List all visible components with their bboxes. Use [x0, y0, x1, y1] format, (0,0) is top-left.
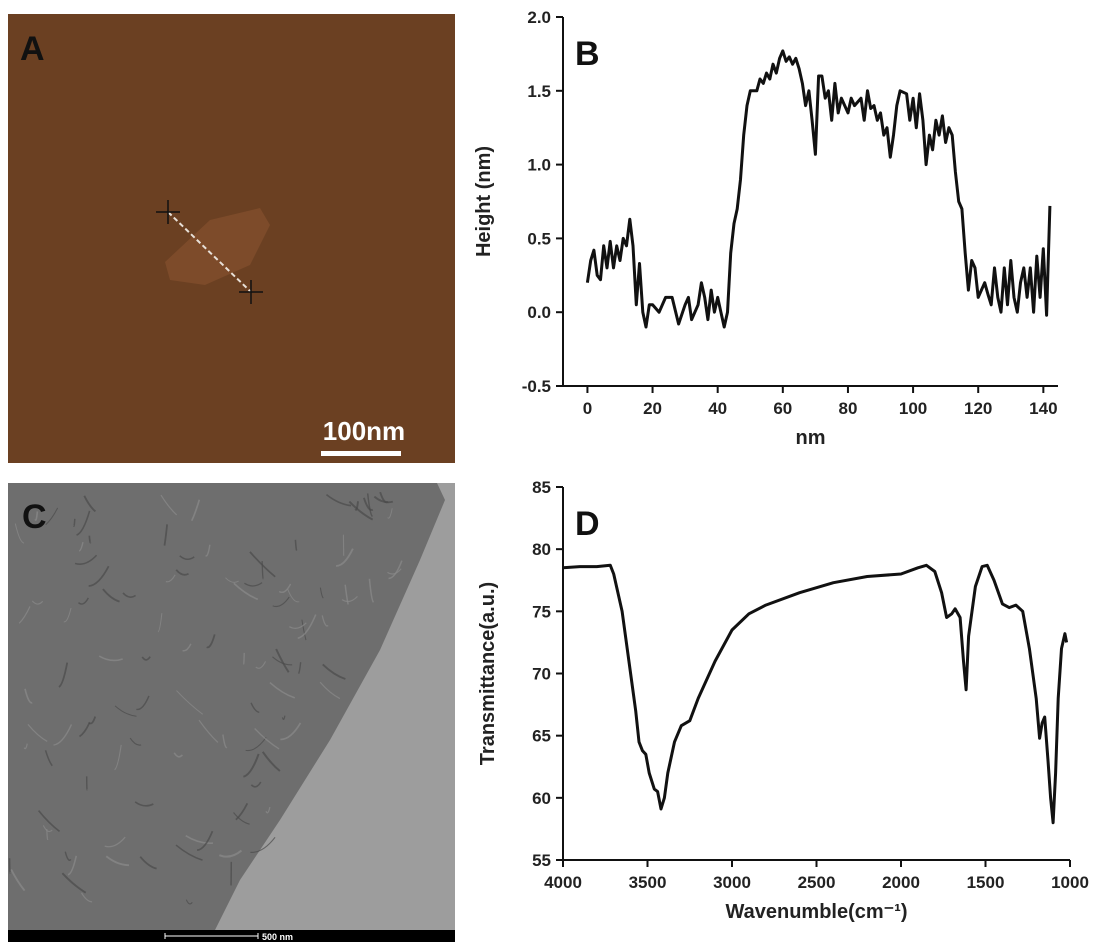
y-tick-label: 75 — [532, 602, 551, 621]
x-axis-label: nm — [796, 427, 826, 449]
panel-label: C — [22, 498, 47, 536]
panel-label: B — [575, 35, 600, 73]
y-tick-label: 55 — [532, 851, 551, 870]
tem-image: 500 nm C — [8, 483, 455, 942]
x-axis-label: Wavenumble(cm⁻¹) — [725, 901, 907, 923]
x-tick-label: 3500 — [629, 873, 667, 892]
y-tick-label: 80 — [532, 540, 551, 559]
x-tick-label: 100 — [899, 399, 927, 418]
x-tick-label: 3000 — [713, 873, 751, 892]
y-tick-label: 0.5 — [527, 229, 551, 248]
panel-label: D — [575, 505, 600, 543]
data-line — [563, 565, 1067, 822]
y-tick-label: 0.0 — [527, 303, 551, 322]
x-tick-label: 2500 — [798, 873, 836, 892]
panel-label: A — [20, 30, 45, 68]
scale-bar-label: 100nm — [323, 416, 405, 446]
x-tick-label: 2000 — [882, 873, 920, 892]
x-tick-label: 0 — [583, 399, 592, 418]
x-tick-label: 120 — [964, 399, 992, 418]
y-tick-label: 1.0 — [527, 156, 551, 175]
x-tick-label: 1500 — [967, 873, 1005, 892]
scale-bar — [321, 451, 401, 456]
y-tick-label: 1.5 — [527, 82, 551, 101]
afm-image: A 100nm — [8, 14, 455, 463]
x-tick-label: 140 — [1029, 399, 1057, 418]
y-tick-label: 2.0 — [527, 8, 551, 27]
data-line — [587, 51, 1050, 327]
figure: A 100nm 500 nm C -0.50.00.51.01.52.00204… — [0, 0, 1102, 942]
y-tick-label: 65 — [532, 727, 551, 746]
x-tick-label: 1000 — [1051, 873, 1089, 892]
x-tick-label: 60 — [773, 399, 792, 418]
scale-bar-label: 500 nm — [262, 932, 293, 942]
y-axis-label: Transmittance(a.u.) — [477, 582, 499, 765]
y-tick-label: 85 — [532, 478, 551, 497]
page: {"images": [ {"label": "A", "scale_bar":… — [0, 0, 1102, 942]
y-tick-label: -0.5 — [522, 377, 551, 396]
y-tick-label: 70 — [532, 665, 551, 684]
y-tick-label: 60 — [532, 789, 551, 808]
wrinkle — [244, 653, 245, 664]
x-tick-label: 40 — [708, 399, 727, 418]
x-tick-label: 4000 — [544, 873, 582, 892]
y-axis-label: Height (nm) — [473, 146, 495, 257]
x-tick-label: 80 — [838, 399, 857, 418]
x-tick-label: 20 — [643, 399, 662, 418]
